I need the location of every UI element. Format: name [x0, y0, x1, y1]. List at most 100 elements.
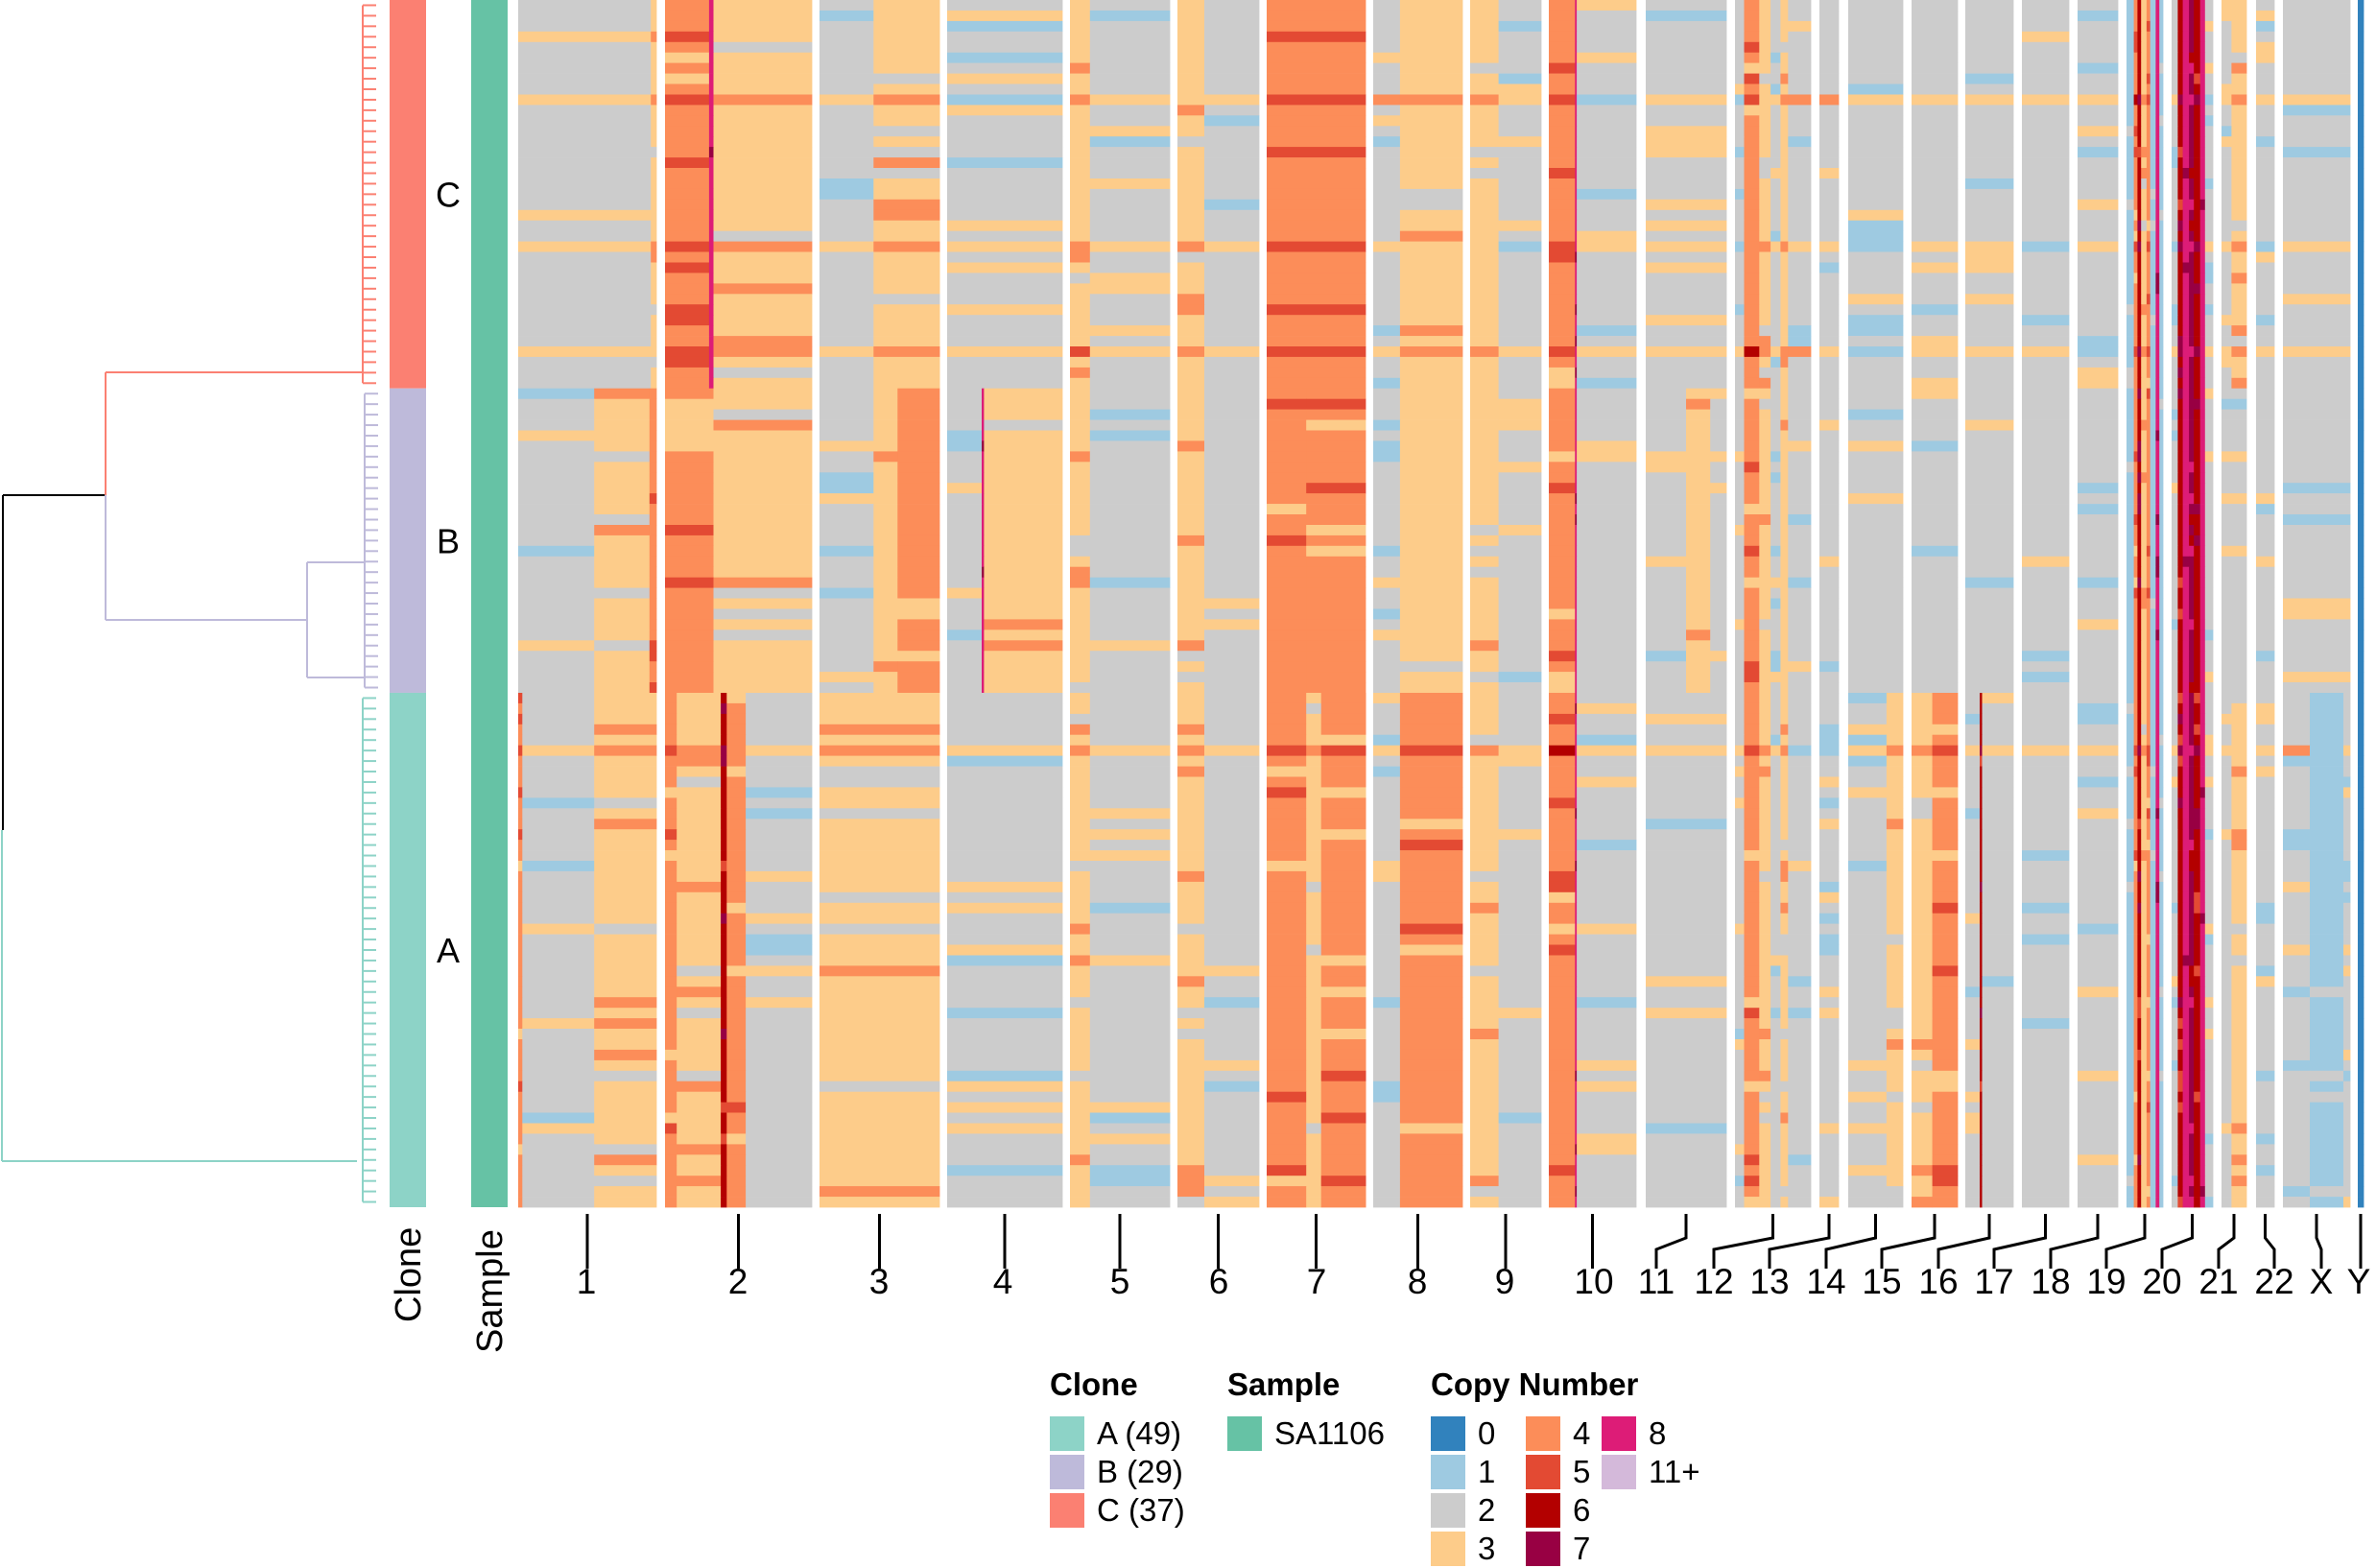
clone-labels: CBA	[436, 175, 461, 970]
heatmap-cell	[651, 304, 656, 315]
heatmap-cell	[2200, 725, 2206, 735]
heatmap-cell	[2137, 42, 2141, 53]
heatmap-cell	[651, 368, 656, 378]
heatmap-cell	[2147, 493, 2150, 504]
heatmap-cell	[1933, 735, 1959, 746]
heatmap-cell	[1770, 599, 1781, 609]
heatmap-cell	[1848, 787, 1887, 797]
heatmap-cell	[2194, 693, 2200, 703]
heatmap-cell	[1745, 304, 1760, 315]
heatmap-cell	[2256, 21, 2274, 32]
heatmap-cell	[1759, 42, 1770, 53]
heatmap-cell	[721, 703, 727, 714]
heatmap-cell	[1780, 871, 1788, 882]
heatmap-cell	[1686, 451, 1711, 462]
heatmap-cell	[2183, 283, 2190, 294]
heatmap-cell	[1373, 609, 1400, 620]
heatmap-cell	[2147, 829, 2150, 840]
heatmap-cell	[947, 157, 1062, 168]
heatmap-cell	[2134, 756, 2138, 767]
heatmap-cell	[1177, 514, 1204, 525]
heatmap-cell	[1735, 640, 1745, 651]
heatmap-cell	[947, 136, 1062, 147]
heatmap-cell	[820, 819, 939, 829]
heatmap-cell	[1373, 168, 1400, 178]
heatmap-cell	[2134, 483, 2138, 493]
heatmap-cell	[2194, 493, 2200, 504]
heatmap-cell	[2189, 504, 2195, 514]
heatmap-cell	[1400, 588, 1463, 599]
heatmap-cell	[594, 514, 650, 525]
heatmap-cell	[726, 808, 746, 819]
heatmap-cell	[1780, 451, 1788, 462]
heatmap-cell	[2256, 777, 2274, 788]
heatmap-cell	[947, 672, 982, 682]
heatmap-cell	[2155, 346, 2159, 357]
heatmap-cell	[1306, 640, 1366, 651]
heatmap-cell	[1710, 640, 1726, 651]
heatmap-cell	[1090, 357, 1171, 368]
heatmap-cell	[1788, 882, 1811, 892]
heatmap-cell	[1577, 693, 1636, 703]
heatmap-cell	[1848, 336, 1903, 346]
heatmap-cell	[2205, 682, 2214, 693]
heatmap-cell	[1267, 136, 1366, 147]
heatmap-cell	[2256, 410, 2274, 420]
heatmap-cell	[2022, 368, 2069, 378]
heatmap-cell	[1177, 357, 1204, 368]
heatmap-cell	[2172, 672, 2178, 682]
heatmap-cell	[2283, 221, 2350, 231]
heatmap-cell	[820, 126, 874, 136]
heatmap-cell	[2177, 661, 2183, 672]
heatmap-cell	[2256, 189, 2274, 200]
heatmap-cell	[2137, 0, 2141, 11]
heatmap-cell	[2141, 578, 2147, 588]
heatmap-cell	[1819, 703, 1839, 714]
heatmap-cell	[2177, 231, 2183, 242]
heatmap-cell	[1646, 514, 1686, 525]
heatmap-cell	[1745, 263, 1760, 273]
heatmap-cell	[2183, 189, 2190, 200]
heatmap-cell	[1400, 682, 1463, 693]
heatmap-cell	[947, 410, 982, 420]
heatmap-cell	[2022, 84, 2069, 95]
heatmap-cell	[2177, 157, 2183, 168]
heatmap-cell	[665, 546, 714, 557]
heatmap-cell	[2222, 797, 2232, 808]
heatmap-cell	[1470, 420, 1499, 431]
heatmap-cell	[2183, 693, 2190, 703]
heatmap-cell	[947, 892, 1062, 903]
heatmap-cell	[1177, 567, 1204, 578]
heatmap-cell	[1267, 304, 1366, 315]
heatmap-cell	[1686, 535, 1711, 546]
heatmap-cell	[2155, 74, 2159, 84]
heatmap-cell	[2022, 756, 2069, 767]
heatmap-cell	[2078, 567, 2118, 578]
heatmap-cell	[1070, 651, 1090, 661]
heatmap-cell	[518, 525, 595, 535]
heatmap-cell	[1400, 871, 1463, 882]
heatmap-cell	[1499, 619, 1542, 630]
heatmap-cell	[2183, 126, 2190, 136]
heatmap-cell	[665, 178, 709, 189]
heatmap-cell	[518, 168, 652, 178]
heatmap-cell	[2159, 389, 2163, 399]
heatmap-cell	[2022, 767, 2069, 777]
heatmap-cell	[2256, 767, 2274, 777]
heatmap-cell	[1549, 336, 1576, 346]
heatmap-cell	[947, 462, 982, 472]
heatmap-cell	[2172, 725, 2178, 735]
heatmap-cell	[1306, 714, 1321, 725]
heatmap-cell	[1470, 273, 1499, 283]
heatmap-cell	[1499, 861, 1542, 871]
heatmap-cell	[1470, 189, 1499, 200]
heatmap-cell	[1735, 451, 1745, 462]
heatmap-cell	[2172, 808, 2178, 819]
heatmap-cell	[1780, 567, 1788, 578]
heatmap-cell	[2283, 105, 2350, 115]
heatmap-cell	[518, 115, 652, 126]
heatmap-cell	[1373, 11, 1400, 21]
heatmap-cell	[1577, 703, 1636, 714]
heatmap-cell	[1499, 252, 1542, 263]
heatmap-cell	[1090, 535, 1171, 546]
